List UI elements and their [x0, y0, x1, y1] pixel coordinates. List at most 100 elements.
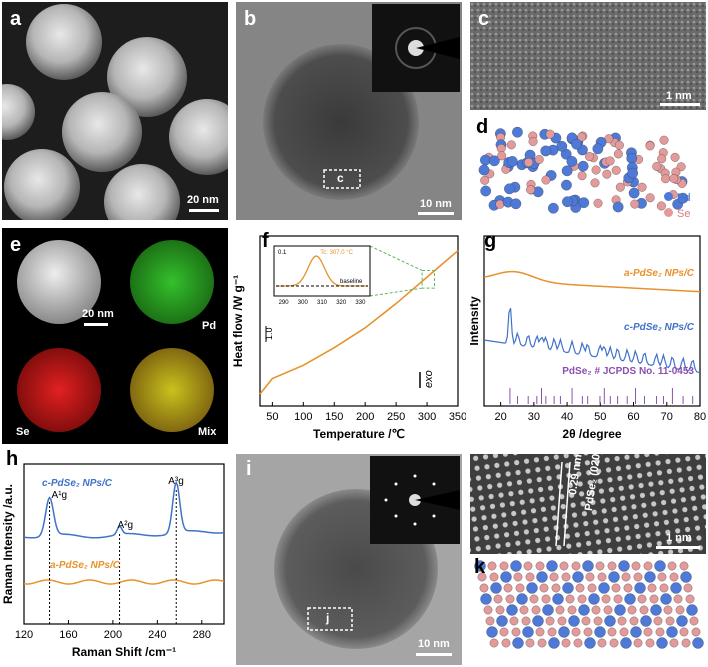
- se-atom: [637, 594, 647, 604]
- atomic-model-crystalline: [474, 560, 704, 649]
- se-atom: [559, 561, 569, 571]
- scale-bar-label-i: 10 nm: [418, 638, 450, 650]
- se-atom: [611, 583, 621, 593]
- tem-image-b: [236, 2, 462, 220]
- se-atom: [669, 174, 679, 183]
- pd-atom: [608, 571, 620, 583]
- se-atom: [526, 185, 536, 195]
- scale-bar-e: [84, 323, 108, 326]
- se-atom: [480, 175, 490, 185]
- legend-pd-label: Pd: [677, 192, 691, 204]
- pd-atom: [562, 196, 573, 208]
- se-atom: [545, 616, 555, 626]
- se-atom: [528, 137, 538, 146]
- scale-bar-i: [416, 653, 452, 656]
- se-atom: [689, 616, 699, 626]
- se-atom: [493, 594, 503, 604]
- se-atom: [489, 572, 499, 582]
- pd-atom: [584, 637, 596, 649]
- panel-label-f: f: [262, 230, 269, 252]
- pd-atom: [510, 560, 522, 572]
- se-atom: [645, 193, 655, 203]
- pd-atom: [536, 571, 548, 583]
- pd-atom: [654, 560, 666, 572]
- pd-atom: [644, 571, 656, 583]
- inset-scale-label: 0.1: [278, 250, 287, 256]
- panel-label-i: i: [246, 458, 252, 480]
- se-atom: [605, 156, 615, 166]
- pd-atom: [516, 593, 528, 605]
- se-atom: [663, 605, 673, 615]
- pd-atom: [510, 198, 522, 210]
- panel-d: d Pd Se: [470, 114, 706, 224]
- se-atom: [479, 583, 489, 593]
- se-atom: [607, 627, 617, 637]
- se-atom: [573, 638, 583, 648]
- x-tick-label: 240: [148, 629, 166, 641]
- series-crystalline: [23, 480, 225, 539]
- legend-se-label: Se: [677, 208, 691, 220]
- se-atom: [590, 178, 600, 188]
- se-atom: [673, 594, 683, 604]
- x-tick-label: 160: [59, 629, 77, 641]
- pd-atom: [692, 637, 704, 649]
- se-atom: [534, 155, 544, 164]
- map-label-mix: Mix: [198, 426, 217, 438]
- se-atom: [523, 561, 533, 571]
- series-label-crystalline: c-PdSe₂ NPs/C: [42, 478, 113, 489]
- se-atom: [585, 572, 595, 582]
- panel-label-a: a: [10, 8, 22, 30]
- se-atom: [631, 561, 641, 571]
- se-atom: [655, 627, 665, 637]
- se-atom: [691, 627, 701, 637]
- se-atom: [665, 616, 675, 626]
- x-tick-label: 20: [494, 411, 506, 423]
- x-tick-label: 30: [528, 411, 540, 423]
- series-crystalline: [483, 307, 701, 374]
- pd-atom: [480, 154, 491, 166]
- scale-bar-label-a: 20 nm: [187, 194, 219, 206]
- se-atom: [561, 638, 571, 648]
- pd-atom: [522, 626, 534, 638]
- scale-bar-label-b: 10 nm: [420, 198, 452, 210]
- se-atom: [521, 616, 531, 626]
- se-atom: [601, 594, 611, 604]
- pd-atom: [628, 187, 640, 199]
- se-atom: [515, 583, 525, 593]
- series-amorphous: [23, 579, 225, 585]
- panel-label-g: g: [484, 230, 497, 252]
- peak-label: A³g: [168, 476, 184, 487]
- legend-pd-icon: [664, 192, 673, 201]
- x-tick-label: 100: [294, 411, 312, 423]
- scale-bar-label: 1.0: [264, 327, 274, 340]
- x-tick-label: 50: [594, 411, 606, 423]
- haadf-particle: [17, 240, 101, 324]
- pd-atom: [542, 604, 554, 616]
- pd-atom: [506, 156, 518, 167]
- pd-atom: [561, 179, 572, 191]
- series-label-reference: PdSe₂ # JCPDS No. 11-0453: [562, 366, 694, 377]
- pd-atom: [670, 582, 682, 594]
- se-atom: [639, 605, 649, 615]
- pd-atom: [500, 571, 512, 583]
- pd-atom: [686, 604, 698, 616]
- x-tick-label: 60: [627, 411, 639, 423]
- x-tick-label: 70: [661, 411, 673, 423]
- pd-atom: [640, 615, 652, 627]
- se-atom: [529, 594, 539, 604]
- se-atom: [535, 627, 545, 637]
- eds-maps: [2, 228, 228, 444]
- se-atom: [557, 616, 567, 626]
- panel-label-h: h: [6, 448, 19, 470]
- se-atom: [645, 141, 655, 151]
- raman-chart: 120 160 200 240 280 A¹g A²g A³g c-PdSe₂ NPs/C a-P…: [2, 463, 225, 659]
- se-atom: [630, 199, 640, 209]
- pd-atom: [604, 615, 616, 627]
- pd-atom: [598, 582, 610, 594]
- x-tick-label: 50: [266, 411, 278, 423]
- se-atom: [535, 561, 545, 571]
- se-atom: [545, 129, 555, 139]
- panel-label-e: e: [10, 234, 22, 256]
- tem-image-i: [236, 454, 462, 665]
- peak-label: A²g: [118, 520, 134, 531]
